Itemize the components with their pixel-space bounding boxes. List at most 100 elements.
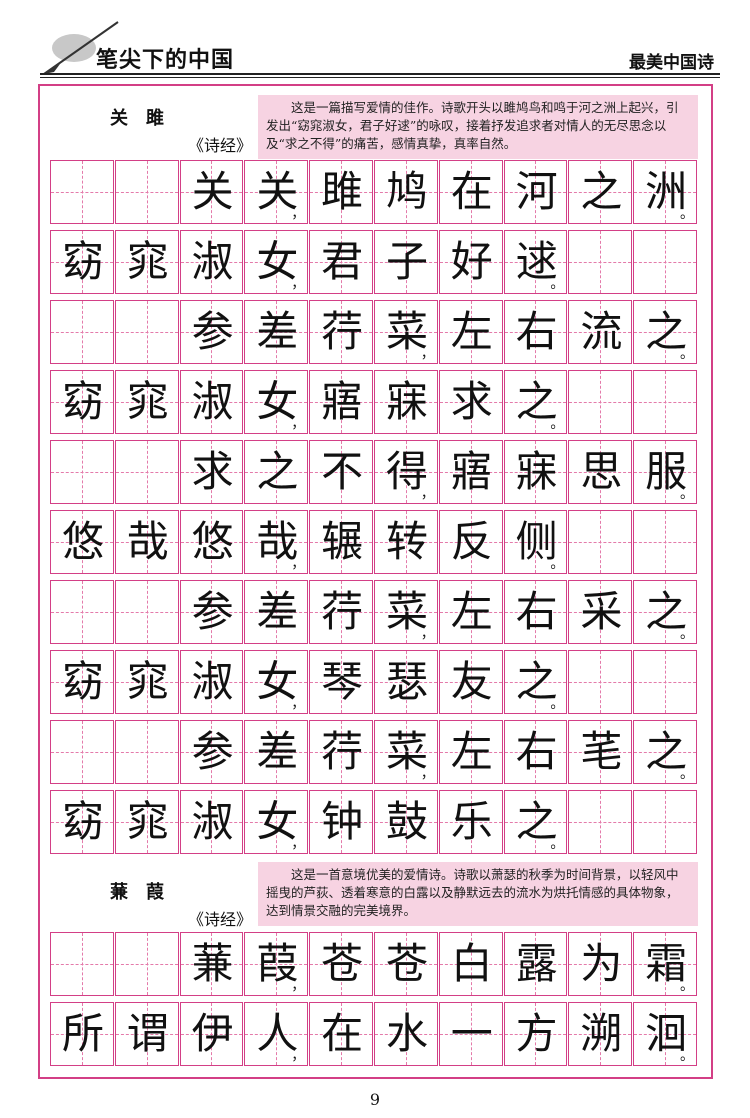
grid-cell: 反 bbox=[438, 510, 503, 574]
grid-cell: 哉 bbox=[114, 510, 179, 574]
grid-cell: 菜， bbox=[373, 720, 438, 784]
character: 关 bbox=[256, 167, 299, 216]
grid-cell: 差 bbox=[244, 580, 309, 644]
character: 参 bbox=[191, 727, 234, 776]
grid-cell: 参 bbox=[179, 300, 244, 364]
grid-cell: 右 bbox=[503, 580, 568, 644]
grid-row: 窈窕淑女，君子好逑。 bbox=[50, 230, 698, 294]
comma-mark: ， bbox=[291, 556, 306, 572]
grid-row: 参差荇菜，左右芼之。 bbox=[50, 720, 698, 784]
page-header: 笔尖下的中国 最美中国诗 bbox=[0, 0, 750, 80]
character: 之 bbox=[256, 447, 299, 496]
character: 钟 bbox=[321, 797, 364, 846]
book-title: 笔尖下的中国 bbox=[96, 48, 235, 73]
grid-cell: 君 bbox=[309, 230, 373, 294]
grid-cell: 芼 bbox=[568, 720, 633, 784]
character: 白 bbox=[450, 939, 493, 988]
character: 雎 bbox=[321, 167, 364, 216]
character: 蒹 bbox=[191, 939, 234, 988]
page-number: 9 bbox=[369, 1090, 381, 1109]
grid-cell bbox=[568, 370, 633, 434]
character: 葭 bbox=[256, 939, 299, 988]
character: 右 bbox=[515, 727, 558, 776]
comma-mark: ， bbox=[291, 416, 306, 432]
character: 关 bbox=[191, 167, 234, 216]
grid-cell bbox=[50, 440, 114, 504]
grid-cell: 之。 bbox=[503, 650, 568, 714]
character: 苍 bbox=[321, 939, 364, 988]
grid-cell bbox=[568, 790, 633, 854]
character: 荇 bbox=[321, 727, 364, 776]
grid-cell: 采 bbox=[568, 580, 633, 644]
comma-mark: ， bbox=[291, 836, 306, 852]
comma-mark: ， bbox=[291, 206, 306, 222]
grid-cell: 寤 bbox=[438, 440, 503, 504]
character: 子 bbox=[385, 237, 428, 286]
character: 侧 bbox=[515, 517, 558, 566]
character: 窕 bbox=[126, 237, 169, 286]
comma-mark: ， bbox=[420, 346, 435, 362]
grid-cell: 琴 bbox=[309, 650, 373, 714]
grid-cell bbox=[568, 510, 633, 574]
grid-cell: 一 bbox=[438, 1002, 503, 1066]
grid-cell: 荇 bbox=[309, 720, 373, 784]
grid-cell bbox=[633, 650, 697, 714]
grid-cell: 之 bbox=[568, 160, 633, 224]
grid-cell bbox=[114, 580, 179, 644]
grid-cell bbox=[50, 300, 114, 364]
grid-cell: 辗 bbox=[309, 510, 373, 574]
grid-cell: 雎 bbox=[309, 160, 373, 224]
grid-cell: 苍 bbox=[309, 932, 373, 996]
grid-cell: 女， bbox=[244, 230, 309, 294]
character: 哉 bbox=[126, 517, 169, 566]
character: 之 bbox=[645, 727, 688, 776]
character: 荇 bbox=[321, 587, 364, 636]
character: 差 bbox=[256, 307, 299, 356]
grid-cell: 洲。 bbox=[633, 160, 697, 224]
grid-cell: 钟 bbox=[309, 790, 373, 854]
period-mark: 。 bbox=[550, 556, 565, 572]
grid-cell: 之。 bbox=[633, 300, 697, 364]
grid-cell bbox=[568, 230, 633, 294]
grid-cell: 左 bbox=[438, 720, 503, 784]
grid-cell: 为 bbox=[568, 932, 633, 996]
grid-row: 关关，雎鸠在河之洲。 bbox=[50, 160, 698, 224]
character: 参 bbox=[191, 587, 234, 636]
poem-header-guanju: 关雎 《诗经》 bbox=[40, 90, 260, 160]
character: 采 bbox=[580, 587, 623, 636]
poem-title: 蒹葭 bbox=[110, 882, 182, 903]
character: 求 bbox=[191, 447, 234, 496]
grid-cell: 求 bbox=[179, 440, 244, 504]
grid-cell: 菜， bbox=[373, 580, 438, 644]
character: 淑 bbox=[191, 797, 234, 846]
grid-cell: 蒹 bbox=[179, 932, 244, 996]
grid-cell: 转 bbox=[373, 510, 438, 574]
character: 之 bbox=[645, 307, 688, 356]
character: 流 bbox=[580, 307, 623, 356]
grid-cell: 悠 bbox=[50, 510, 114, 574]
comma-mark: ， bbox=[420, 766, 435, 782]
grid-cell: 之。 bbox=[503, 370, 568, 434]
character: 露 bbox=[515, 939, 558, 988]
grid-cell: 左 bbox=[438, 580, 503, 644]
poem-header-jianjia: 蒹葭 《诗经》 bbox=[40, 864, 260, 934]
grid-cell: 参 bbox=[179, 580, 244, 644]
comma-mark: ， bbox=[420, 626, 435, 642]
grid-cell: 思 bbox=[568, 440, 633, 504]
grid-cell: 窕 bbox=[114, 370, 179, 434]
grid-cell: 之 bbox=[244, 440, 309, 504]
grid-cell: 窕 bbox=[114, 790, 179, 854]
period-mark: 。 bbox=[550, 696, 565, 712]
grid-cell: 露 bbox=[503, 932, 568, 996]
grid-cell bbox=[114, 160, 179, 224]
character: 参 bbox=[191, 307, 234, 356]
header-rule bbox=[40, 73, 720, 75]
character: 寐 bbox=[515, 447, 558, 496]
character: 在 bbox=[450, 167, 493, 216]
period-mark: 。 bbox=[550, 836, 565, 852]
grid-cell: 乐 bbox=[438, 790, 503, 854]
character: 淑 bbox=[191, 657, 234, 706]
grid-cell: 鼓 bbox=[373, 790, 438, 854]
character: 右 bbox=[515, 587, 558, 636]
character: 逑 bbox=[515, 237, 558, 286]
